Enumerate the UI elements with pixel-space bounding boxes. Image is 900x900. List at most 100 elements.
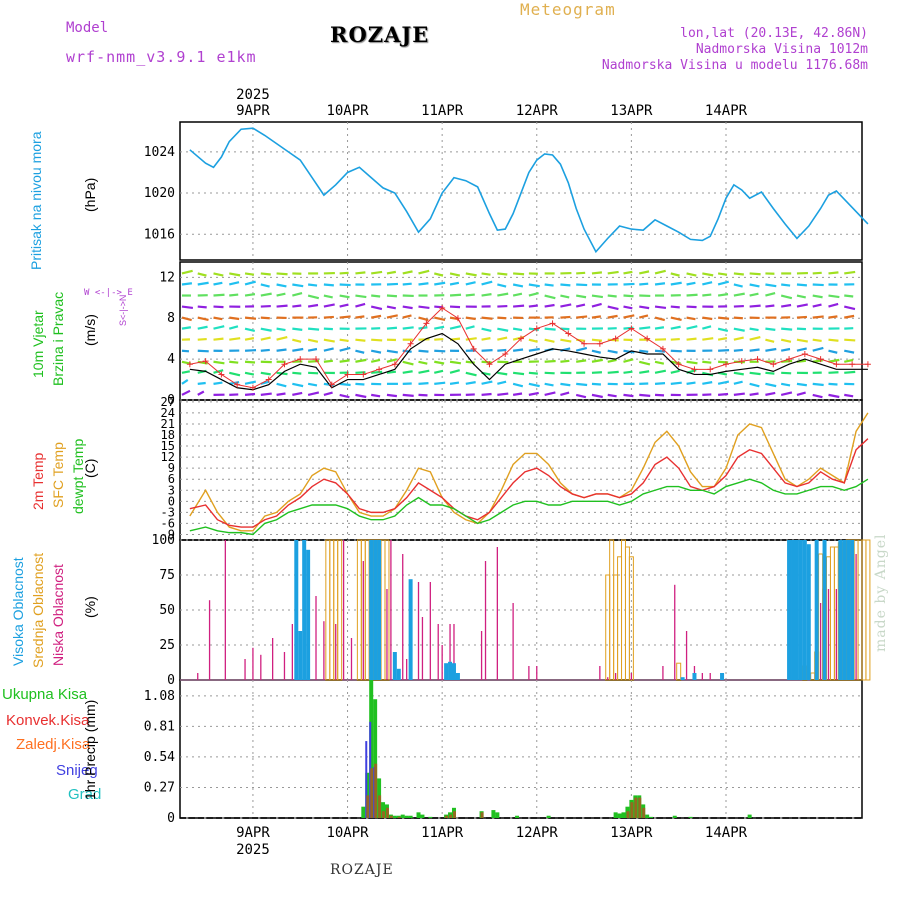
- wind-barb: [323, 359, 333, 363]
- wind-barb: [544, 391, 556, 396]
- cloud-bar-high: [822, 540, 827, 680]
- gust-marker: [833, 361, 840, 368]
- cloud-bar-mid: [325, 539, 331, 681]
- wind-barb: [181, 370, 191, 374]
- cloud-bar-high: [298, 631, 303, 680]
- wind-barb: [796, 315, 808, 319]
- wind-barb: [497, 348, 507, 352]
- wind-barb: [260, 348, 270, 352]
- wind-barb: [560, 359, 570, 363]
- wind-barb: [355, 349, 365, 354]
- wind-barb: [733, 380, 743, 385]
- gust-marker: [249, 384, 256, 391]
- wind-barb: [686, 272, 697, 277]
- wind-barb: [544, 283, 554, 287]
- precip-bar-total: [515, 815, 520, 818]
- top-year-label: 2025: [236, 87, 270, 103]
- wind-barb: [292, 327, 303, 331]
- cloud-bar-high: [787, 540, 792, 680]
- y-tick-label: 15: [161, 439, 175, 453]
- wind-barb: [512, 392, 523, 396]
- bottom-date-label: 13APR: [610, 825, 653, 841]
- wind-barb: [828, 271, 839, 275]
- gust-marker: [376, 366, 383, 373]
- wind-barb: [796, 382, 808, 387]
- wind-barb: [370, 349, 382, 354]
- wind-barb: [812, 346, 824, 352]
- wind-barb: [528, 304, 538, 308]
- wind-barb: [481, 392, 492, 396]
- wind-barb: [323, 303, 335, 308]
- wind-barb: [528, 347, 540, 352]
- wind-barb: [591, 338, 603, 342]
- precip-label-frozen: Zaledj.Kisa: [16, 736, 91, 753]
- wind-barb: [386, 358, 397, 363]
- temp-2m-line: [189, 438, 869, 528]
- precip-bar-conv: [374, 763, 378, 818]
- wind-barb: [323, 391, 333, 396]
- top-date-label: 9APR: [236, 103, 270, 119]
- wind-barb: [276, 392, 286, 396]
- wind-barb: [276, 272, 288, 276]
- wind-barb: [307, 283, 318, 287]
- cloud-bar-high: [794, 540, 799, 680]
- wind-barb: [591, 271, 603, 275]
- wind-barb: [244, 380, 257, 385]
- y-tick-label: 12: [161, 450, 175, 464]
- gust-marker: [502, 351, 509, 357]
- wind-barb: [355, 302, 366, 308]
- wind-barb: [292, 292, 303, 297]
- wind-barb: [449, 305, 461, 309]
- wind-barb: [576, 283, 588, 287]
- wind-barb: [402, 349, 412, 353]
- wind-barb: [623, 282, 635, 286]
- cloud-bar-high: [448, 661, 453, 680]
- wind-barb: [260, 327, 272, 332]
- wind-barb: [607, 349, 618, 354]
- gust-marker: [691, 366, 698, 373]
- wind-barb: [702, 325, 712, 330]
- precip-bar-total: [747, 814, 752, 818]
- wind-barb: [434, 272, 444, 277]
- y-tick-label: 1016: [144, 227, 175, 242]
- wind-barb: [434, 349, 446, 353]
- cloud-bar-high: [455, 673, 460, 680]
- wind-barb: [513, 272, 525, 276]
- wind-barb: [213, 337, 224, 341]
- y-tick-label: 0: [167, 673, 175, 688]
- wind-barb: [638, 360, 651, 366]
- wind-barb: [213, 272, 224, 277]
- wind-barb: [244, 293, 256, 297]
- wind-barb: [418, 282, 429, 286]
- wind-barb: [749, 392, 759, 396]
- wind-barb: [717, 272, 728, 276]
- wind-barb: [213, 316, 223, 321]
- wind-barb: [213, 305, 224, 309]
- cloud-bar-high: [377, 540, 382, 680]
- wind-barb: [749, 348, 760, 352]
- precip-bar-total: [420, 814, 425, 818]
- wind-barb: [670, 281, 682, 286]
- wind-barb: [702, 293, 712, 297]
- precip-bar-total: [408, 815, 413, 818]
- precip-bar-conv: [626, 811, 630, 818]
- precip-bar-conv: [370, 768, 374, 818]
- precip-bar-total: [428, 816, 433, 818]
- wind-barb: [544, 327, 556, 331]
- wind-barb: [276, 283, 287, 288]
- wind-barb: [465, 325, 475, 330]
- wind-barb: [244, 327, 256, 332]
- wind-barb: [292, 347, 304, 352]
- wind-barb: [828, 338, 839, 342]
- wind-speed-line: [189, 332, 868, 391]
- precip-bar-total: [392, 815, 397, 818]
- precip-bar-snow: [365, 741, 368, 818]
- y-tick-label: 21: [161, 417, 175, 431]
- cloud-bar-high: [806, 544, 811, 680]
- gust-marker: [533, 325, 540, 332]
- wind-barb: [844, 338, 856, 342]
- y-tick-label: 4: [167, 352, 175, 367]
- wind-barb: [307, 382, 318, 387]
- precip-bar-total: [404, 815, 409, 818]
- wind-barb: [576, 271, 586, 275]
